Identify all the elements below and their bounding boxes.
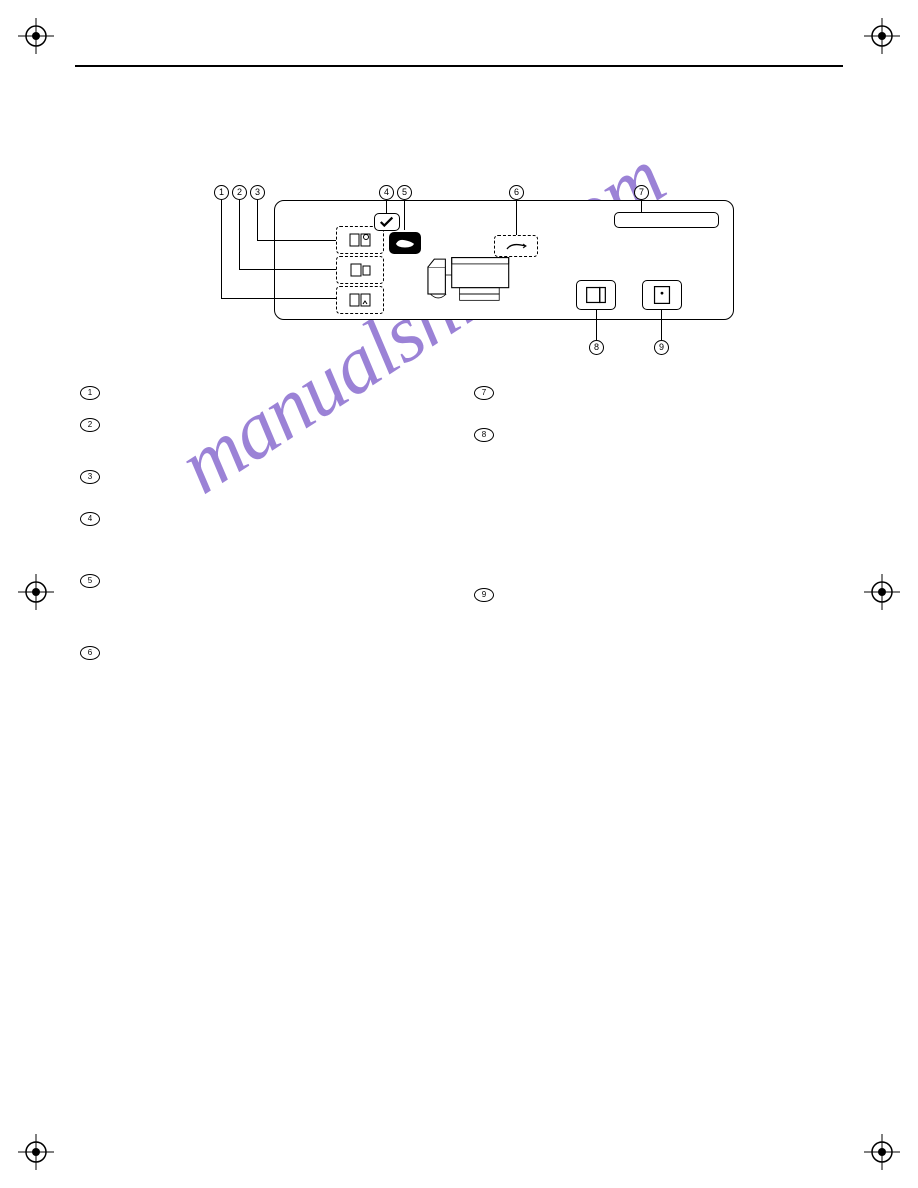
panel-button[interactable] bbox=[642, 280, 682, 310]
list-item: 9 bbox=[474, 587, 838, 621]
left-column: 1 2 3 4 5 6 bbox=[80, 385, 444, 687]
leader bbox=[596, 310, 597, 340]
callout-5: 5 bbox=[397, 185, 412, 200]
leader bbox=[221, 298, 336, 299]
item-number: 7 bbox=[474, 386, 494, 400]
leader bbox=[661, 310, 662, 340]
callout-4: 4 bbox=[379, 185, 394, 200]
copier-illustration bbox=[424, 235, 519, 315]
callout-1: 1 bbox=[214, 185, 229, 200]
leader bbox=[641, 200, 642, 212]
crop-mark bbox=[18, 18, 54, 54]
leader bbox=[221, 200, 222, 298]
crop-mark bbox=[864, 18, 900, 54]
crop-mark bbox=[864, 574, 900, 610]
callout-3: 3 bbox=[250, 185, 265, 200]
callout-9: 9 bbox=[654, 340, 669, 355]
list-item: 4 bbox=[80, 511, 444, 565]
leader bbox=[516, 200, 517, 235]
item-number: 5 bbox=[80, 574, 100, 588]
item-number: 8 bbox=[474, 428, 494, 442]
leader bbox=[404, 200, 405, 230]
header-rule bbox=[75, 65, 843, 67]
crop-mark bbox=[18, 1134, 54, 1170]
item-number: 4 bbox=[80, 512, 100, 526]
item-number: 9 bbox=[474, 588, 494, 602]
callout-7: 7 bbox=[634, 185, 649, 200]
callout-8: 8 bbox=[589, 340, 604, 355]
display-window bbox=[614, 212, 719, 228]
item-number: 3 bbox=[80, 470, 100, 484]
leader bbox=[386, 200, 387, 213]
right-column: 7 8 9 bbox=[474, 385, 838, 687]
panel-button[interactable] bbox=[336, 286, 384, 314]
list-item: 8 bbox=[474, 427, 838, 579]
manual-feed-icon bbox=[389, 232, 421, 254]
list-item: 6 bbox=[80, 645, 444, 679]
leader bbox=[257, 200, 258, 240]
panel-button[interactable] bbox=[576, 280, 616, 310]
panel-button[interactable] bbox=[336, 256, 384, 284]
list-item: 5 bbox=[80, 573, 444, 637]
callout-2: 2 bbox=[232, 185, 247, 200]
list-item: 7 bbox=[474, 385, 838, 419]
list-item: 3 bbox=[80, 469, 444, 503]
panel-diagram: 1 2 3 4 5 6 7 8 9 bbox=[214, 180, 734, 365]
crop-mark bbox=[18, 574, 54, 610]
leader bbox=[239, 200, 240, 269]
item-number: 6 bbox=[80, 646, 100, 660]
crop-mark bbox=[864, 1134, 900, 1170]
list-item: 2 bbox=[80, 417, 444, 461]
leader bbox=[257, 240, 336, 241]
list-item: 1 bbox=[80, 385, 444, 409]
item-number: 2 bbox=[80, 418, 100, 432]
callout-6: 6 bbox=[509, 185, 524, 200]
leader bbox=[239, 269, 336, 270]
item-number: 1 bbox=[80, 386, 100, 400]
check-indicator bbox=[374, 213, 400, 231]
description-columns: 1 2 3 4 5 6 7 8 9 bbox=[80, 385, 838, 687]
